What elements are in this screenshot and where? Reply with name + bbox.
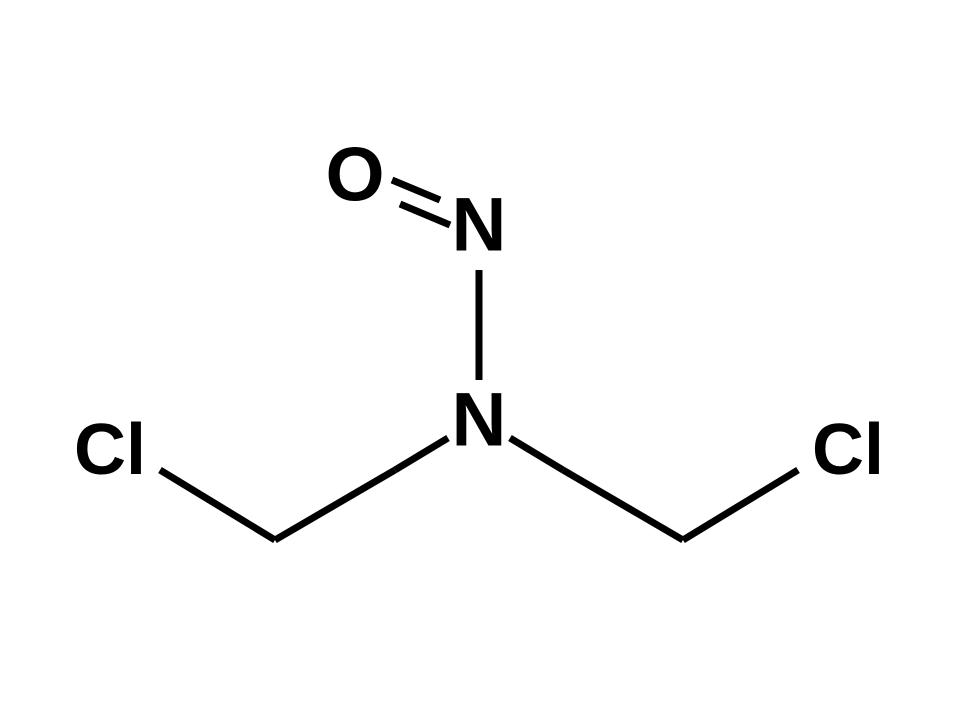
- atom-cl-right: Cl: [812, 410, 884, 490]
- bond-n2-o-b: [400, 204, 450, 225]
- atom-n-center: N: [452, 378, 507, 463]
- chemical-structure-diagram: Cl N Cl N O: [0, 0, 960, 720]
- bond-n1-c3: [510, 438, 563, 470]
- bond-n2-o-a: [392, 180, 440, 200]
- bond-c3-c4: [563, 470, 683, 540]
- atom-cl-left: Cl: [74, 410, 146, 490]
- atom-n-nitroso: N: [452, 183, 507, 268]
- bond-c4-cl2: [683, 470, 798, 540]
- bond-cl1-c1: [160, 470, 275, 540]
- atom-o: O: [325, 133, 384, 218]
- bond-c2-n1: [395, 438, 448, 470]
- bond-c1-c2: [275, 470, 395, 540]
